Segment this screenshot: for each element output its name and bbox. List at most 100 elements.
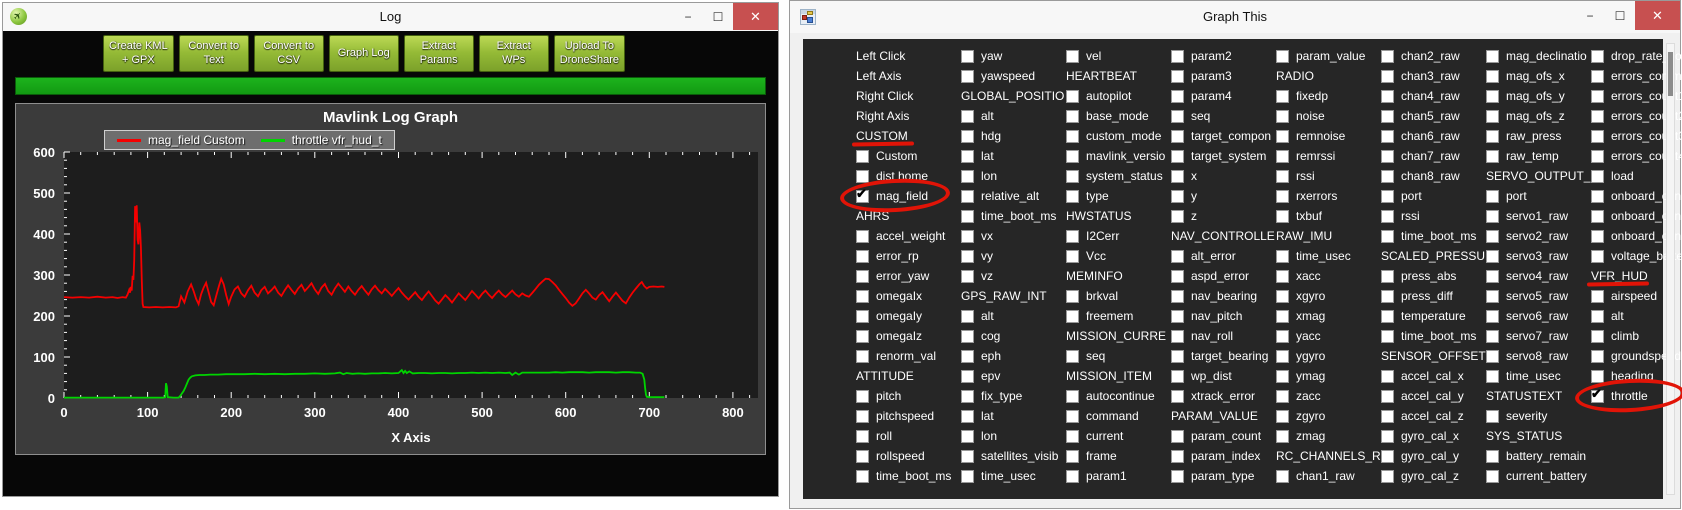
checkbox[interactable] (1276, 309, 1289, 323)
checkbox[interactable] (1171, 269, 1184, 283)
checkbox-item-yacc[interactable]: yacc (1276, 326, 1381, 346)
checkbox-item-gyro-cal-x[interactable]: gyro_cal_x (1381, 426, 1486, 446)
checkbox[interactable] (1276, 129, 1289, 143)
checkbox-item-cog[interactable]: cog (961, 326, 1066, 346)
checkbox-item-alt[interactable]: alt (961, 106, 1066, 126)
checkbox-item-raw-press[interactable]: raw_press (1486, 126, 1591, 146)
checkbox[interactable] (1381, 389, 1394, 403)
checkbox[interactable] (961, 409, 974, 423)
checkbox-item-accel-weight[interactable]: accel_weight (856, 226, 961, 246)
checkbox-item-z[interactable]: z (1171, 206, 1276, 226)
checkbox[interactable] (1591, 229, 1604, 243)
checkbox[interactable] (961, 69, 974, 83)
checkbox-item-rssi[interactable]: rssi (1276, 166, 1381, 186)
checkbox[interactable] (1591, 109, 1604, 123)
checkbox[interactable] (1066, 229, 1079, 243)
checkbox-item-zgyro[interactable]: zgyro (1276, 406, 1381, 426)
checkbox[interactable] (1066, 429, 1079, 443)
checkbox-item-target-bearing[interactable]: target_bearing (1171, 346, 1276, 366)
checkbox[interactable] (1486, 249, 1499, 263)
maximize-button[interactable]: ☐ (712, 9, 724, 24)
checkbox[interactable] (1066, 469, 1079, 483)
checkbox-item-param-value[interactable]: param_value (1276, 46, 1381, 66)
checkbox-item-current[interactable]: current (1066, 426, 1171, 446)
checkbox[interactable] (1171, 69, 1184, 83)
checkbox-item-hdg[interactable]: hdg (961, 126, 1066, 146)
checkbox-item-vel[interactable]: vel (1066, 46, 1171, 66)
checkbox-item-chan4-raw[interactable]: chan4_raw (1381, 86, 1486, 106)
checkbox-item-target-compon[interactable]: target_compon (1171, 126, 1276, 146)
checkbox[interactable] (1591, 369, 1604, 383)
checkbox[interactable] (856, 449, 869, 463)
checkbox-item-nav-bearing[interactable]: nav_bearing (1171, 286, 1276, 306)
checkbox[interactable] (856, 469, 869, 483)
button-upload-to-droneshare[interactable]: Upload To DroneShare (553, 35, 626, 72)
checkbox-item-airspeed[interactable]: airspeed (1591, 286, 1682, 306)
checkbox-item-ymag[interactable]: ymag (1276, 366, 1381, 386)
checkbox-item-error-rp[interactable]: error_rp (856, 246, 961, 266)
checkbox[interactable] (961, 369, 974, 383)
checkbox-item-groundspeed[interactable]: groundspeed (1591, 346, 1682, 366)
checkbox-item-eph[interactable]: eph (961, 346, 1066, 366)
checkbox-item-seq[interactable]: seq (1066, 346, 1171, 366)
checkbox[interactable] (1066, 309, 1079, 323)
checkbox-item-servo8-raw[interactable]: servo8_raw (1486, 346, 1591, 366)
checkbox[interactable] (1591, 349, 1604, 363)
checkbox-item-time-boot-ms[interactable]: time_boot_ms (1381, 326, 1486, 346)
checkbox-item-omegaiy[interactable]: omegaIy (856, 306, 961, 326)
checkbox[interactable] (1486, 209, 1499, 223)
checkbox-item-relative-alt[interactable]: relative_alt (961, 186, 1066, 206)
checkbox-item-param1[interactable]: param1 (1066, 466, 1171, 486)
checkbox-item-y[interactable]: y (1171, 186, 1276, 206)
checkbox[interactable] (1066, 289, 1079, 303)
checkbox[interactable] (856, 289, 869, 303)
checkbox-item-chan8-raw[interactable]: chan8_raw (1381, 166, 1486, 186)
checkbox[interactable] (1171, 329, 1184, 343)
checkbox-item-gyro-cal-y[interactable]: gyro_cal_y (1381, 446, 1486, 466)
checkbox-item-alt[interactable]: alt (1591, 306, 1682, 326)
checkbox[interactable] (1171, 249, 1184, 263)
checkbox[interactable] (1276, 429, 1289, 443)
checkbox-item-onboard-contro[interactable]: onboard_contro (1591, 206, 1682, 226)
checkbox[interactable] (1486, 329, 1499, 343)
checkbox[interactable] (1486, 269, 1499, 283)
checkbox[interactable] (1591, 249, 1604, 263)
checkbox-item-xgyro[interactable]: xgyro (1276, 286, 1381, 306)
checkbox-item-chan5-raw[interactable]: chan5_raw (1381, 106, 1486, 126)
checkbox-item-pitch[interactable]: pitch (856, 386, 961, 406)
checkbox-item-rssi[interactable]: rssi (1381, 206, 1486, 226)
checkbox-item-remrssi[interactable]: remrssi (1276, 146, 1381, 166)
checkbox[interactable] (1591, 69, 1604, 83)
checkbox-item-nav-pitch[interactable]: nav_pitch (1171, 306, 1276, 326)
checkbox-item-xtrack-error[interactable]: xtrack_error (1171, 386, 1276, 406)
close-button[interactable]: ✕ (1635, 1, 1680, 30)
checkbox[interactable] (1066, 89, 1079, 103)
checkbox[interactable] (1276, 409, 1289, 423)
checkbox[interactable] (856, 409, 869, 423)
button-extract-wps[interactable]: Extract WPs (478, 35, 549, 72)
checkbox-item-zmag[interactable]: zmag (1276, 426, 1381, 446)
checkbox-item-param-count[interactable]: param_count (1171, 426, 1276, 446)
checkbox-item-lat[interactable]: lat (961, 406, 1066, 426)
checkbox-item-errors-count2[interactable]: errors_count2 (1591, 106, 1682, 126)
checkbox[interactable] (1066, 169, 1079, 183)
checkbox[interactable] (1276, 369, 1289, 383)
checkbox-item-i2cerr[interactable]: I2Cerr (1066, 226, 1171, 246)
checkbox[interactable] (1591, 189, 1604, 203)
checkbox[interactable] (1591, 49, 1604, 63)
checkbox-item-errors-count3[interactable]: errors_count3 (1591, 126, 1682, 146)
scrollbar-thumb[interactable] (1668, 52, 1673, 96)
checkbox[interactable] (1171, 189, 1184, 203)
checkbox[interactable] (961, 49, 974, 63)
checkbox-item-mag-ofs-z[interactable]: mag_ofs_z (1486, 106, 1591, 126)
checkbox-item-param3[interactable]: param3 (1171, 66, 1276, 86)
checkbox[interactable] (1066, 389, 1079, 403)
checkbox-item-fix-type[interactable]: fix_type (961, 386, 1066, 406)
checkbox[interactable] (1486, 469, 1499, 483)
checkbox[interactable] (961, 249, 974, 263)
checkbox-item-chan7-raw[interactable]: chan7_raw (1381, 146, 1486, 166)
checkbox-item-vz[interactable]: vz (961, 266, 1066, 286)
checkbox-item-alt-error[interactable]: alt_error (1171, 246, 1276, 266)
checkbox[interactable] (961, 449, 974, 463)
checkbox[interactable] (1381, 229, 1394, 243)
